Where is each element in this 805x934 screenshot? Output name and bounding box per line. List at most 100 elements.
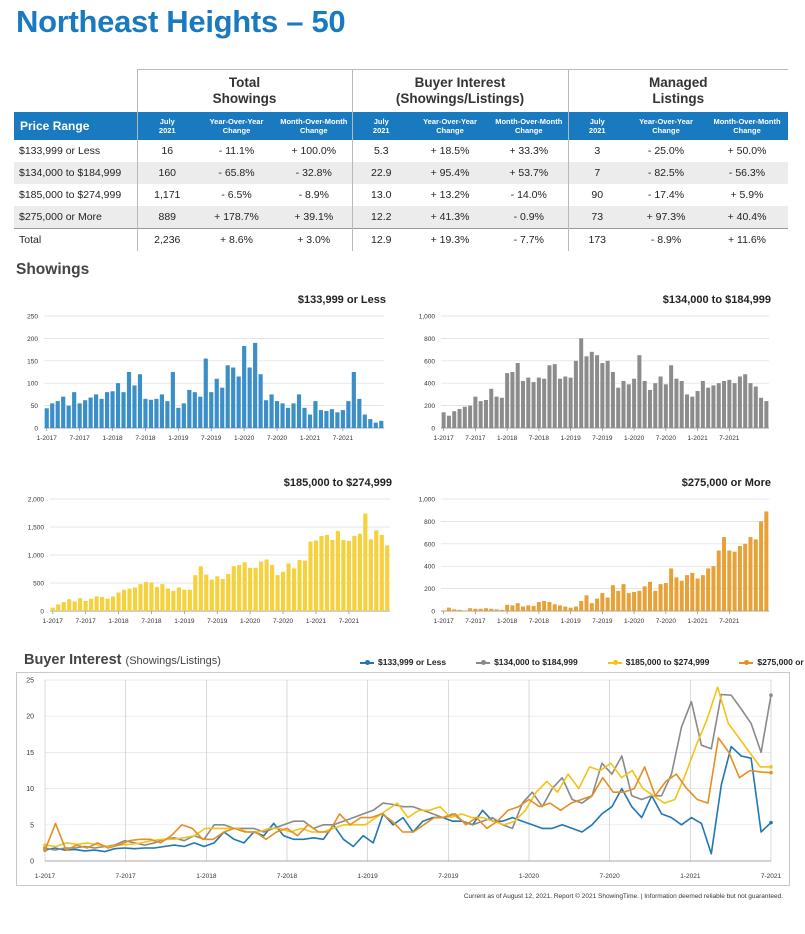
bar <box>126 372 132 428</box>
bar <box>494 609 499 611</box>
legend-item: $133,999 or Less <box>360 657 446 667</box>
legend-swatch <box>476 659 491 665</box>
x-tick-label: 7-2018 <box>277 873 298 880</box>
bar <box>743 543 748 611</box>
bar <box>313 540 319 611</box>
x-tick-label: 7-2019 <box>201 435 222 442</box>
table-cell: 90 <box>567 184 626 206</box>
legend-item: $185,000 to $274,999 <box>607 657 709 667</box>
table-cell: - 82.5% <box>626 162 706 184</box>
table-cell: + 11.6% <box>706 228 788 251</box>
bar <box>143 398 148 428</box>
bar <box>270 565 275 611</box>
x-tick-label: 7-2018 <box>529 618 550 625</box>
price-range-cell: $133,999 or Less <box>19 145 101 157</box>
bar <box>568 607 573 611</box>
bar <box>669 365 674 428</box>
x-tick-label: 1-2021 <box>300 435 321 442</box>
header-line: Year-Over-Year <box>639 117 693 126</box>
bar <box>441 412 446 428</box>
bar <box>679 380 684 428</box>
x-tick-label: 7-2019 <box>592 435 613 442</box>
y-tick-label: 250 <box>27 314 38 321</box>
bar <box>663 583 668 611</box>
bar <box>452 609 457 611</box>
table-cell: + 100.0% <box>291 145 337 157</box>
column-header-row: Price Range July 2021 Year-Over-Year Change… <box>14 112 788 140</box>
bar <box>319 535 324 611</box>
series-line <box>44 737 772 851</box>
bar <box>313 401 318 428</box>
legend-swatch <box>360 659 374 665</box>
bar <box>732 383 737 428</box>
x-tick-label: 1-2018 <box>108 618 129 625</box>
y-tick-label: 150 <box>27 358 38 365</box>
table-cell: 73 <box>567 206 626 229</box>
x-tick-label: 7-2020 <box>267 435 288 442</box>
header-line: 2021 <box>588 126 606 135</box>
bar <box>236 376 241 428</box>
bar <box>605 597 610 611</box>
table-row: $275,000 or More 889 + 178.7% + 39.1% 12.2 + … <box>14 206 788 229</box>
x-tick-label: 7-2017 <box>465 435 486 442</box>
table-cell: + 39.1% <box>276 206 352 229</box>
header-line: Month-Over-Month <box>495 117 563 126</box>
bar <box>478 608 483 611</box>
table-cell: - 32.8% <box>276 162 352 184</box>
series-point <box>769 765 773 769</box>
bar <box>55 401 60 428</box>
bar <box>160 584 165 611</box>
bar <box>94 596 99 611</box>
header-line: Month-Over-Month <box>280 117 348 126</box>
group-label: Total <box>228 75 261 90</box>
bar <box>716 550 721 611</box>
bar <box>335 530 340 611</box>
bar <box>563 606 568 611</box>
bar <box>307 414 313 428</box>
legend-label: $133,999 or Less <box>378 657 447 667</box>
bar <box>727 550 732 611</box>
x-tick-label: 1-2017 <box>37 435 58 442</box>
bar <box>711 566 716 611</box>
bar <box>579 600 584 611</box>
y-tick-label: 600 <box>424 541 435 548</box>
july-header: July 2021 <box>351 112 410 140</box>
bar <box>552 604 557 611</box>
bar <box>542 378 547 428</box>
bar <box>499 397 504 428</box>
bar-chart-svg: 0 200 400 600 800 1,000 1-2017 7-2017 1-2018 7-20… <box>419 314 769 442</box>
bar <box>296 394 302 428</box>
y-tick-label: 15 <box>26 750 34 757</box>
legend-swatch <box>607 659 622 665</box>
header-line: 2021 <box>372 126 390 135</box>
bar <box>253 342 258 428</box>
bar <box>209 392 214 428</box>
bar <box>99 398 104 428</box>
bar <box>324 410 329 428</box>
table-cell: 7 <box>567 162 626 184</box>
y-tick-label: 200 <box>27 336 38 343</box>
table-cell: 3 <box>567 140 626 162</box>
x-tick-label: 7-2019 <box>207 618 228 625</box>
bar <box>231 566 236 611</box>
bar <box>690 572 695 611</box>
series-point <box>769 770 773 775</box>
chart-185000-to-274999: $185,000 to $274,999 0 500 1,000 1,500 2,000… <box>16 477 392 635</box>
bar <box>56 604 61 611</box>
bar <box>198 396 203 428</box>
table-cell: 13.0 <box>351 184 410 206</box>
x-tick-label: 7-2017 <box>76 618 97 625</box>
bar <box>552 364 557 428</box>
bar <box>626 384 631 428</box>
table-cell: 16 <box>136 140 197 162</box>
group-label: Buyer Interest <box>414 75 506 90</box>
bar <box>192 392 197 428</box>
table-cell: + 53.7% <box>490 162 568 184</box>
bar <box>340 410 345 428</box>
y-tick-label: 0 <box>30 859 34 866</box>
y-tick-label: 25 <box>26 678 34 685</box>
x-tick-label: 1-2019 <box>560 435 581 442</box>
table-cell: + 8.6% <box>197 228 276 251</box>
bar-chart-svg: 0 50 100 150 200 250 1-2017 7-2017 1-2018 7-2018 1… <box>27 314 384 442</box>
bar <box>700 575 705 611</box>
